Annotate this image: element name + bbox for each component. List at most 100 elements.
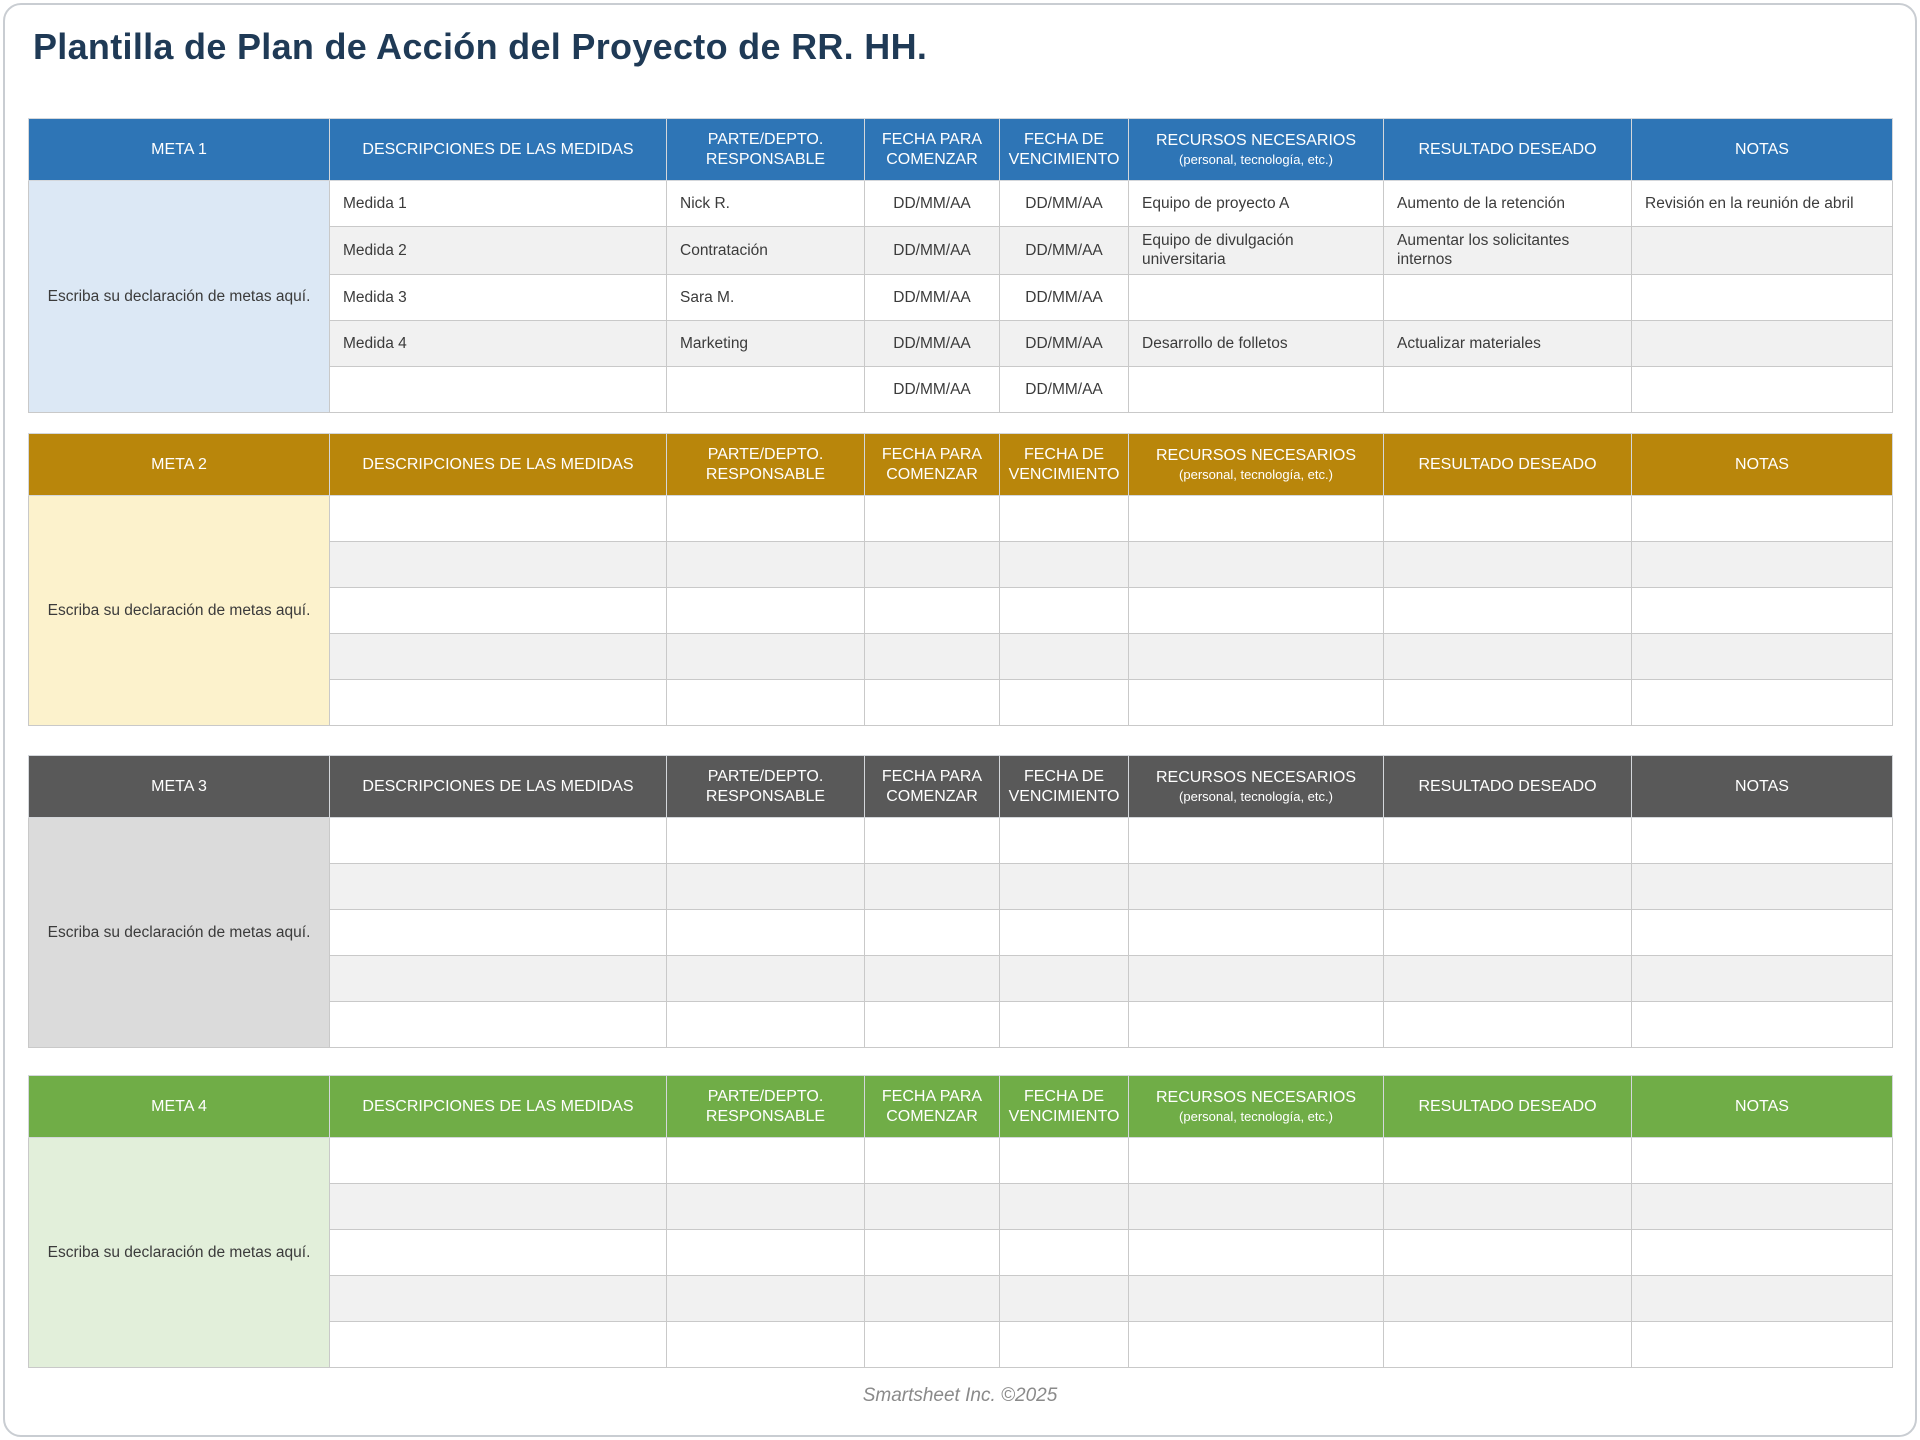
table-cell[interactable]	[329, 365, 667, 413]
table-cell[interactable]	[1383, 817, 1632, 864]
table-cell[interactable]: DD/MM/AA	[864, 226, 1000, 275]
table-cell[interactable]	[1631, 587, 1893, 634]
table-cell[interactable]	[329, 633, 667, 680]
table-cell[interactable]	[329, 1183, 667, 1230]
table-cell[interactable]	[1383, 1275, 1632, 1322]
table-cell[interactable]	[1128, 541, 1384, 588]
table-cell[interactable]	[864, 1137, 1000, 1184]
table-cell[interactable]: DD/MM/AA	[864, 180, 1000, 227]
table-cell[interactable]	[329, 541, 667, 588]
table-cell[interactable]	[1631, 541, 1893, 588]
table-cell[interactable]	[1383, 273, 1632, 321]
table-cell[interactable]	[1631, 1321, 1893, 1368]
table-cell[interactable]	[666, 541, 865, 588]
table-cell[interactable]	[1383, 365, 1632, 413]
table-cell[interactable]	[864, 495, 1000, 542]
table-cell[interactable]	[864, 1183, 1000, 1230]
table-cell[interactable]	[999, 587, 1129, 634]
table-cell[interactable]	[999, 495, 1129, 542]
table-cell[interactable]	[1128, 909, 1384, 956]
table-cell[interactable]	[329, 817, 667, 864]
table-cell[interactable]	[1383, 587, 1632, 634]
table-cell[interactable]: Actualizar materiales	[1383, 319, 1632, 367]
table-cell[interactable]	[1383, 955, 1632, 1002]
table-cell[interactable]	[1631, 319, 1893, 367]
table-cell[interactable]	[1631, 1229, 1893, 1276]
table-cell[interactable]	[999, 817, 1129, 864]
table-cell[interactable]	[666, 633, 865, 680]
table-cell[interactable]	[999, 633, 1129, 680]
table-cell[interactable]: Medida 1	[329, 180, 667, 227]
table-cell[interactable]	[1383, 863, 1632, 910]
table-cell[interactable]	[999, 1001, 1129, 1048]
table-cell[interactable]: Revisión en la reunión de abril	[1631, 180, 1893, 227]
table-cell[interactable]	[1631, 1183, 1893, 1230]
table-cell[interactable]: DD/MM/AA	[864, 319, 1000, 367]
table-cell[interactable]	[1128, 633, 1384, 680]
goal-statement-cell[interactable]: Escriba su declaración de metas aquí.	[28, 180, 330, 413]
table-cell[interactable]	[864, 679, 1000, 726]
table-cell[interactable]	[864, 1321, 1000, 1368]
table-cell[interactable]	[1383, 1229, 1632, 1276]
table-cell[interactable]	[1631, 633, 1893, 680]
table-cell[interactable]: Equipo de proyecto A	[1128, 180, 1384, 227]
table-cell[interactable]	[329, 679, 667, 726]
table-cell[interactable]	[1631, 1275, 1893, 1322]
table-cell[interactable]	[999, 863, 1129, 910]
table-cell[interactable]	[329, 955, 667, 1002]
table-cell[interactable]	[666, 1229, 865, 1276]
table-cell[interactable]	[1383, 1321, 1632, 1368]
table-cell[interactable]	[999, 1321, 1129, 1368]
table-cell[interactable]: Nick R.	[666, 180, 865, 227]
table-cell[interactable]	[1631, 495, 1893, 542]
table-cell[interactable]	[864, 1275, 1000, 1322]
table-cell[interactable]	[1383, 495, 1632, 542]
table-cell[interactable]	[1631, 226, 1893, 275]
table-cell[interactable]: DD/MM/AA	[999, 273, 1129, 321]
goal-statement-cell[interactable]: Escriba su declaración de metas aquí.	[28, 495, 330, 726]
table-cell[interactable]: Aumentar los solicitantes internos	[1383, 226, 1632, 275]
table-cell[interactable]	[1383, 541, 1632, 588]
goal-statement-cell[interactable]: Escriba su declaración de metas aquí.	[28, 1137, 330, 1368]
table-cell[interactable]	[666, 863, 865, 910]
table-cell[interactable]	[1383, 1137, 1632, 1184]
table-cell[interactable]	[864, 541, 1000, 588]
table-cell[interactable]	[864, 1229, 1000, 1276]
table-cell[interactable]	[666, 1321, 865, 1368]
table-cell[interactable]	[666, 495, 865, 542]
table-cell[interactable]	[1128, 817, 1384, 864]
table-cell[interactable]	[1383, 909, 1632, 956]
table-cell[interactable]	[329, 587, 667, 634]
table-cell[interactable]	[1383, 679, 1632, 726]
table-cell[interactable]	[1631, 273, 1893, 321]
table-cell[interactable]	[666, 587, 865, 634]
table-cell[interactable]	[329, 1229, 667, 1276]
table-cell[interactable]	[864, 817, 1000, 864]
table-cell[interactable]	[329, 1001, 667, 1048]
table-cell[interactable]	[1128, 955, 1384, 1002]
table-cell[interactable]	[999, 1275, 1129, 1322]
table-cell[interactable]	[1128, 679, 1384, 726]
table-cell[interactable]: Sara M.	[666, 273, 865, 321]
table-cell[interactable]	[1631, 1137, 1893, 1184]
table-cell[interactable]	[329, 1321, 667, 1368]
table-cell[interactable]	[666, 909, 865, 956]
table-cell[interactable]: Contratación	[666, 226, 865, 275]
table-cell[interactable]	[1631, 863, 1893, 910]
table-cell[interactable]	[329, 863, 667, 910]
table-cell[interactable]	[1631, 365, 1893, 413]
table-cell[interactable]	[1631, 955, 1893, 1002]
table-cell[interactable]	[1128, 1183, 1384, 1230]
table-cell[interactable]	[1383, 633, 1632, 680]
table-cell[interactable]	[666, 817, 865, 864]
table-cell[interactable]	[1128, 495, 1384, 542]
table-cell[interactable]	[999, 1183, 1129, 1230]
table-cell[interactable]: DD/MM/AA	[999, 180, 1129, 227]
table-cell[interactable]: Aumento de la retención	[1383, 180, 1632, 227]
table-cell[interactable]	[666, 679, 865, 726]
table-cell[interactable]: Medida 2	[329, 226, 667, 275]
table-cell[interactable]: DD/MM/AA	[999, 226, 1129, 275]
table-cell[interactable]: DD/MM/AA	[999, 319, 1129, 367]
table-cell[interactable]	[329, 1275, 667, 1322]
table-cell[interactable]	[1128, 1137, 1384, 1184]
